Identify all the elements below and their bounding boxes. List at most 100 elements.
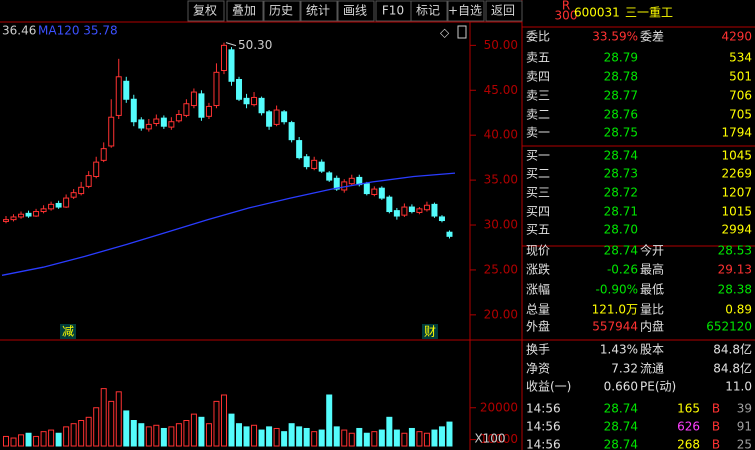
toolbar-label[interactable]: 叠加 xyxy=(232,4,256,18)
tick-cell: 14:56 xyxy=(526,420,561,434)
quote-value: 28.53 xyxy=(718,244,752,258)
volume-bar xyxy=(115,391,122,447)
volume-bar xyxy=(281,431,288,447)
volume-bar xyxy=(183,420,190,447)
candle-body xyxy=(281,111,288,123)
peak-label: 50.30 xyxy=(238,38,272,52)
toolbar-button[interactable] xyxy=(410,0,448,22)
toolbar-label[interactable]: 历史 xyxy=(269,4,293,18)
quote-value: 121.0万 xyxy=(592,303,638,317)
y-tick-label: 50.00 xyxy=(484,38,518,52)
toolbar-label[interactable]: +自选 xyxy=(448,4,482,18)
vol-tick-label: 10000 xyxy=(480,432,518,446)
volume-bar xyxy=(363,432,370,447)
tick-cell: 39 xyxy=(737,402,752,416)
toolbar-label[interactable]: 返回 xyxy=(491,4,515,18)
candle-body xyxy=(70,192,77,198)
toolbar-button[interactable] xyxy=(485,0,523,22)
quote-label: 总量 xyxy=(526,303,550,317)
quote-label: 2994 xyxy=(721,223,752,237)
candle-body xyxy=(393,210,400,217)
candle-body xyxy=(168,121,175,128)
quote-label: 卖一 xyxy=(526,126,550,140)
candle-body xyxy=(153,118,160,125)
candle-body xyxy=(205,105,212,117)
quote-label: 买三 xyxy=(526,186,550,200)
quote-label: 涨幅 xyxy=(526,282,550,297)
quote-value: 28.78 xyxy=(604,70,638,84)
quote-label: 收益(一) xyxy=(526,380,571,394)
window-icon xyxy=(457,25,467,39)
quote-value: 84.8亿 xyxy=(713,361,752,376)
badge-sub: 300 xyxy=(555,9,578,23)
volume-bar xyxy=(108,400,115,447)
volume-bar xyxy=(318,429,325,447)
ma120-line xyxy=(1,172,456,276)
quote-label: 最低 xyxy=(640,283,664,297)
badge: R xyxy=(562,0,570,13)
toolbar-label[interactable]: F10 xyxy=(382,4,404,18)
volume-bar xyxy=(205,423,212,447)
volume-bar xyxy=(408,427,415,447)
volume-bar xyxy=(168,426,175,447)
toolbar-button[interactable] xyxy=(337,0,375,22)
quote-label: 买四 xyxy=(526,205,550,219)
toolbar-button[interactable] xyxy=(447,0,485,22)
candle-body xyxy=(401,206,408,216)
quote-label: 今开 xyxy=(640,243,664,258)
toolbar-button[interactable] xyxy=(226,0,264,22)
volume-bar xyxy=(63,426,70,447)
quote-label: 1207 xyxy=(721,186,752,200)
toolbar-label[interactable]: 画线 xyxy=(343,4,367,18)
quote-label: 流通 xyxy=(640,362,664,376)
candle-body xyxy=(55,202,62,208)
candle-body xyxy=(160,117,167,127)
candle-body xyxy=(446,231,453,237)
quote-label: PE(动) xyxy=(640,380,676,394)
candle-body xyxy=(408,206,415,213)
candle-body xyxy=(40,208,47,213)
toolbar-label[interactable]: 标记 xyxy=(416,4,440,18)
candle-body xyxy=(326,172,333,181)
volume-bar xyxy=(386,416,393,447)
quote-value: 4290 xyxy=(721,30,752,44)
volume-bar xyxy=(236,423,243,447)
candle-body xyxy=(311,159,318,169)
stock-code: 600031 xyxy=(574,6,620,20)
vol-unit: X100 xyxy=(474,432,505,446)
toolbar-label[interactable]: 复权 xyxy=(193,4,217,18)
toolbar-button[interactable] xyxy=(263,0,301,22)
volume-bar xyxy=(401,432,408,447)
volume-bar xyxy=(288,423,295,447)
peak-pointer xyxy=(225,42,237,47)
quote-label: 705 xyxy=(729,108,752,122)
candle-body xyxy=(183,103,190,116)
quote-label: 卖五 xyxy=(526,51,550,65)
tick-cell: 28.74 xyxy=(604,402,638,416)
candle-body xyxy=(236,78,243,100)
quote-value: -0.26 xyxy=(607,263,638,277)
candle-body xyxy=(85,175,92,187)
volume-bar xyxy=(153,424,160,447)
candle-body xyxy=(288,122,295,141)
quote-label: 外盘 xyxy=(526,319,550,334)
volume-bar xyxy=(130,420,137,447)
quote-label: 1794 xyxy=(721,126,752,140)
quote-label: 委比 xyxy=(526,30,550,44)
quote-value: -0.90% xyxy=(596,283,638,297)
quote-label: 买一 xyxy=(526,149,550,163)
quote-label: 买二 xyxy=(526,167,550,181)
quote-value: 28.76 xyxy=(604,108,638,122)
volume-bar xyxy=(296,426,303,447)
y-tick-label: 45.00 xyxy=(484,83,518,97)
tick-cell: 14:56 xyxy=(526,438,561,450)
quote-label: 买五 xyxy=(526,223,550,237)
toolbar-label[interactable]: 统计 xyxy=(306,4,330,18)
toolbar-button[interactable] xyxy=(187,0,225,22)
volume-bar xyxy=(251,424,258,447)
toolbar-button[interactable] xyxy=(300,0,338,22)
volume-bar xyxy=(25,432,32,447)
tick-cell: 91 xyxy=(737,420,752,434)
volume-bar xyxy=(10,437,17,447)
candle-body xyxy=(190,91,197,107)
